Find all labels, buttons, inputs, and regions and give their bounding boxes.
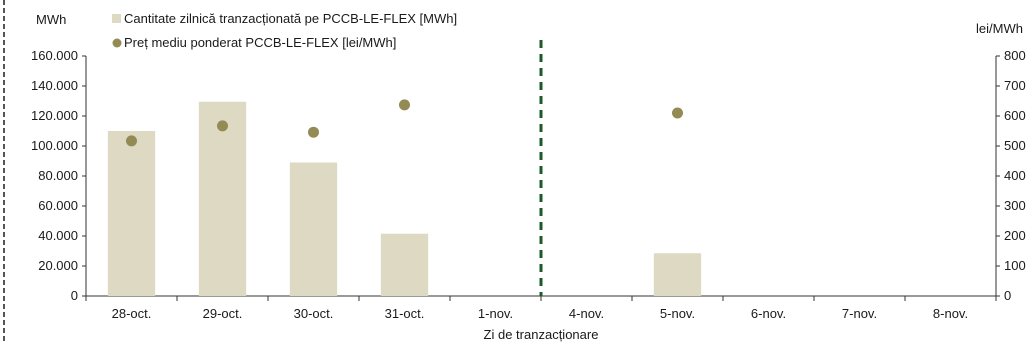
left-axis-tick-label: 80.000 [38,168,78,183]
x-axis-tick-label: 31-oct. [385,306,425,321]
left-axis-tick-label: 160.000 [31,48,78,63]
x-axis-tick-label: 5-nov. [660,306,695,321]
left-axis-unit: MWh [36,12,66,27]
bar-31-oct. [380,233,429,296]
bar-28-oct. [107,131,156,296]
left-axis-tick-label: 60.000 [38,198,78,213]
right-axis-tick-label: 800 [1004,48,1026,63]
left-axis-tick-label: 120.000 [31,108,78,123]
point-28-oct. [126,135,137,147]
right-axis-tick-label: 400 [1004,168,1026,183]
right-axis-tick-label: 0 [1004,288,1011,303]
legend-dot-label: Preț mediu ponderat PCCB-LE-FLEX [lei/MW… [124,35,396,50]
point-30-oct. [308,126,319,138]
left-axis-tick-label: 20.000 [38,258,78,273]
x-axis-tick-label: 7-nov. [842,306,877,321]
left-axis-tick-label: 0 [71,288,78,303]
right-axis-unit: lei/MWh [976,21,1023,36]
right-axis-tick-label: 200 [1004,228,1026,243]
x-axis-tick-label: 28-oct. [112,306,152,321]
point-5-nov. [672,107,683,119]
bar-5-nov. [653,253,702,296]
left-axis-tick-label: 140.000 [31,78,78,93]
x-axis-tick-label: 1-nov. [478,306,513,321]
right-axis-tick-label: 700 [1004,78,1026,93]
right-axis-ticks: 0 100 200 300 400 500 600 700 800 [996,48,1026,303]
left-axis-tick-label: 40.000 [38,228,78,243]
x-axis-title: Zi de tranzacționare [484,327,599,342]
right-axis-tick-label: 100 [1004,258,1026,273]
x-axis-tick-label: 4-nov. [569,306,604,321]
legend-bar-swatch [112,14,121,23]
x-axis-tick-label: 8-nov. [933,306,968,321]
bar-30-oct. [289,162,338,296]
x-axis-tick-label: 30-oct. [294,306,334,321]
left-axis-ticks: 0 20.000 40.000 60.000 80.000 100.000 120.000 1… [31,48,86,303]
bars-layer [107,101,702,296]
right-axis-tick-label: 300 [1004,198,1026,213]
legend-bar-label: Cantitate zilnică tranzacționată pe PCCB… [124,11,457,26]
left-axis-tick-label: 100.000 [31,138,78,153]
right-axis-tick-label: 500 [1004,138,1026,153]
x-axis-tick-label: 29-oct. [203,306,243,321]
point-29-oct. [217,120,228,132]
x-axis-tick-labels: 28-oct. 29-oct. 30-oct. 31-oct. 1-nov. 4-nov.… [85,296,997,321]
x-axis-tick-label: 6-nov. [751,306,786,321]
point-31-oct. [399,99,410,111]
dots-layer [126,99,683,147]
bar-29-oct. [198,101,247,296]
legend-dot-swatch [112,38,122,48]
right-axis-tick-label: 600 [1004,108,1026,123]
